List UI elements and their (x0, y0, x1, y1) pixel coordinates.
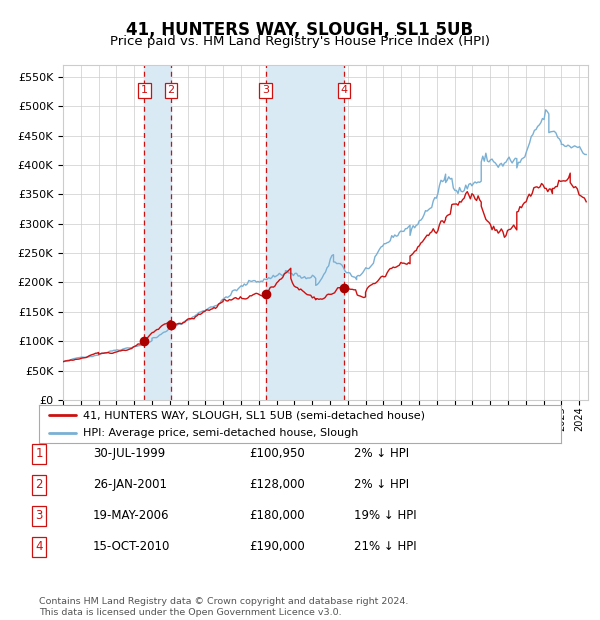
Text: £128,000: £128,000 (249, 479, 305, 491)
Text: 4: 4 (35, 541, 43, 553)
Text: 2% ↓ HPI: 2% ↓ HPI (354, 448, 409, 460)
Text: 26-JAN-2001: 26-JAN-2001 (93, 479, 167, 491)
Text: 3: 3 (35, 510, 43, 522)
Text: 1: 1 (35, 448, 43, 460)
Text: 21% ↓ HPI: 21% ↓ HPI (354, 541, 416, 553)
Text: 2% ↓ HPI: 2% ↓ HPI (354, 479, 409, 491)
Text: HPI: Average price, semi-detached house, Slough: HPI: Average price, semi-detached house,… (83, 428, 359, 438)
Text: £100,950: £100,950 (249, 448, 305, 460)
Text: 1: 1 (141, 86, 148, 95)
Text: £190,000: £190,000 (249, 541, 305, 553)
Text: Contains HM Land Registry data © Crown copyright and database right 2024.
This d: Contains HM Land Registry data © Crown c… (39, 598, 409, 617)
Text: 19% ↓ HPI: 19% ↓ HPI (354, 510, 416, 522)
Text: 4: 4 (340, 86, 347, 95)
Text: £180,000: £180,000 (249, 510, 305, 522)
Text: 2: 2 (35, 479, 43, 491)
Text: 3: 3 (262, 86, 269, 95)
Text: 19-MAY-2006: 19-MAY-2006 (93, 510, 170, 522)
Text: 2: 2 (167, 86, 175, 95)
Text: Price paid vs. HM Land Registry's House Price Index (HPI): Price paid vs. HM Land Registry's House … (110, 35, 490, 48)
Text: 30-JUL-1999: 30-JUL-1999 (93, 448, 165, 460)
Bar (266, 65, 344, 400)
Text: 41, HUNTERS WAY, SLOUGH, SL1 5UB (semi-detached house): 41, HUNTERS WAY, SLOUGH, SL1 5UB (semi-d… (83, 410, 425, 420)
Bar (145, 65, 171, 400)
Text: 15-OCT-2010: 15-OCT-2010 (93, 541, 170, 553)
Text: 41, HUNTERS WAY, SLOUGH, SL1 5UB: 41, HUNTERS WAY, SLOUGH, SL1 5UB (127, 21, 473, 39)
